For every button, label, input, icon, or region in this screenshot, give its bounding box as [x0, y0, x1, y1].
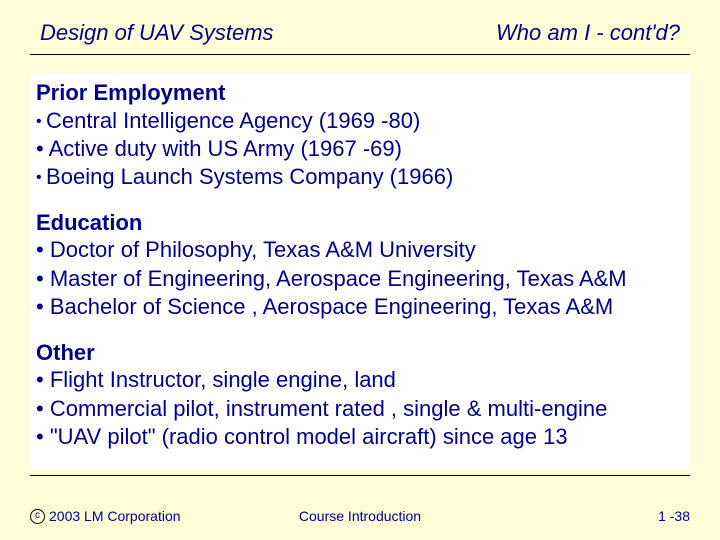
- bullet-text: Boeing Launch Systems Company (1966): [46, 164, 453, 189]
- bullet-dot-icon: •: [36, 112, 46, 129]
- content-box: Prior Employment• Central Intelligence A…: [30, 73, 690, 469]
- section: Prior Employment• Central Intelligence A…: [36, 79, 684, 191]
- section: Education• Doctor of Philosophy, Texas A…: [36, 209, 684, 321]
- bullet-text: Central Intelligence Agency (1969 -80): [46, 108, 420, 133]
- section-title: Other: [36, 339, 684, 367]
- bullet-item: • Boeing Launch Systems Company (1966): [36, 163, 684, 191]
- footer-center: Course Introduction: [299, 508, 421, 524]
- bullet-item: • Bachelor of Science , Aerospace Engine…: [36, 293, 684, 321]
- divider-bottom: [30, 475, 690, 476]
- bullet-item: • Central Intelligence Agency (1969 -80): [36, 107, 684, 135]
- section-title: Prior Employment: [36, 79, 684, 107]
- slide: Design of UAV Systems Who am I - cont'd?…: [0, 0, 720, 540]
- header-title-right: Who am I - cont'd?: [496, 20, 680, 46]
- slide-footer: c 2003 LM Corporation Course Introductio…: [30, 508, 690, 524]
- bullet-item: • Active duty with US Army (1967 -69): [36, 135, 684, 163]
- bullet-item: • Flight Instructor, single engine, land: [36, 366, 684, 394]
- bullet-item: • Commercial pilot, instrument rated , s…: [36, 395, 684, 423]
- bullet-dot-icon: •: [36, 169, 46, 186]
- slide-header: Design of UAV Systems Who am I - cont'd?: [30, 20, 690, 54]
- bullet-item: • "UAV pilot" (radio control model aircr…: [36, 423, 684, 451]
- section: Other• Flight Instructor, single engine,…: [36, 339, 684, 451]
- footer-left: c 2003 LM Corporation: [30, 508, 181, 524]
- bullet-item: • Doctor of Philosophy, Texas A&M Univer…: [36, 236, 684, 264]
- copyright-icon: c: [30, 509, 45, 524]
- copyright-text: 2003 LM Corporation: [49, 508, 181, 524]
- divider-top: [30, 54, 690, 55]
- footer-page-number: 1 -38: [658, 508, 690, 524]
- section-title: Education: [36, 209, 684, 237]
- sections-container: Prior Employment• Central Intelligence A…: [36, 79, 684, 451]
- bullet-item: • Master of Engineering, Aerospace Engin…: [36, 265, 684, 293]
- header-title-left: Design of UAV Systems: [40, 20, 274, 46]
